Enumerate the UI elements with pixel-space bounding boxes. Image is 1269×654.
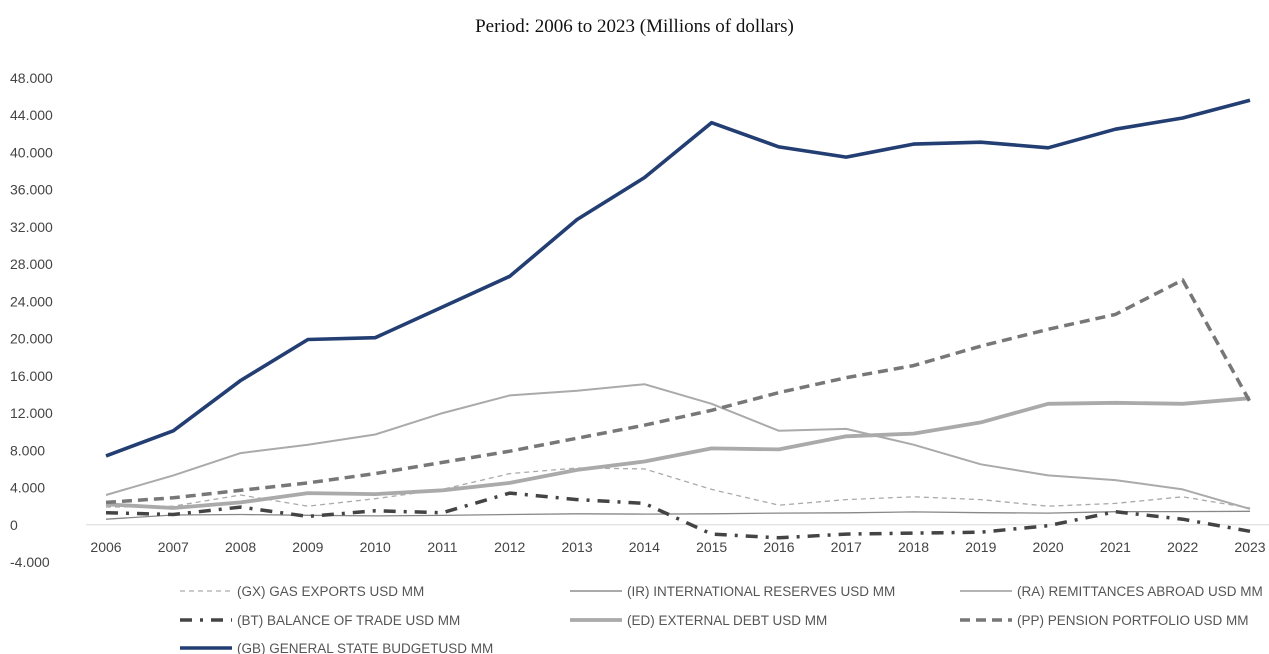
y-tick-label: 40.000 <box>10 144 53 160</box>
x-tick-label: 2013 <box>561 539 592 555</box>
y-tick-label: 36.000 <box>10 182 53 198</box>
series-line-2 <box>105 383 1251 510</box>
x-tick-label: 2019 <box>965 539 996 555</box>
y-tick-label: -4.000 <box>10 554 50 570</box>
x-tick-label: 2006 <box>90 539 121 555</box>
x-tick-label: 2010 <box>360 539 391 555</box>
x-tick-label: 2009 <box>292 539 323 555</box>
y-tick-label: 16.000 <box>10 368 53 384</box>
legend-item: (BT) BALANCE OF TRADE USD MM <box>180 613 460 628</box>
y-tick-label: 48.000 <box>10 70 53 86</box>
y-tick-label: 0 <box>10 517 18 533</box>
legend-label: (PP) PENSION PORTFOLIO USD MM <box>1017 613 1249 628</box>
legend: (GX) GAS EXPORTS USD MM (IR) INTERNATIONA… <box>180 584 1263 654</box>
x-tick-label: 2022 <box>1167 539 1198 555</box>
x-tick-label: 2015 <box>696 539 727 555</box>
series-line-5 <box>105 396 1251 510</box>
x-tick-label: 2016 <box>763 539 794 555</box>
y-tick-label: 24.000 <box>10 293 53 309</box>
x-tick-label: 2018 <box>898 539 929 555</box>
legend-item: (IR) INTERNATIONAL RESERVES USD MM <box>570 584 895 599</box>
legend-label: (GX) GAS EXPORTS USD MM <box>237 584 424 599</box>
x-tick-label: 2017 <box>831 539 862 555</box>
x-tick-label: 2008 <box>225 539 256 555</box>
series-line-1 <box>105 467 1251 509</box>
y-tick-label: 28.000 <box>10 256 53 272</box>
y-tick-label: 8.000 <box>10 442 45 458</box>
x-tick-label: 2021 <box>1100 539 1131 555</box>
series-line-4 <box>105 491 1251 540</box>
legend-label: (IR) INTERNATIONAL RESERVES USD MM <box>627 584 895 599</box>
series-layer <box>105 98 1252 540</box>
legend-label: (ED) EXTERNAL DEBT USD MM <box>627 613 827 628</box>
legend-label: (GB) GENERAL STATE BUDGETUSD MM <box>237 641 493 654</box>
y-tick-label: 44.000 <box>10 107 53 123</box>
legend-label: (BT) BALANCE OF TRADE USD MM <box>237 613 460 628</box>
legend-item: (PP) PENSION PORTFOLIO USD MM <box>960 613 1249 628</box>
y-tick-label: 4.000 <box>10 480 45 496</box>
y-tick-label: 32.000 <box>10 219 53 235</box>
legend-label: (RA) REMITTANCES ABROAD USD MM <box>1017 584 1263 599</box>
legend-item: (RA) REMITTANCES ABROAD USD MM <box>960 584 1263 599</box>
x-tick-label: 2007 <box>158 539 189 555</box>
x-tick-label: 2011 <box>427 539 457 555</box>
y-tick-label: 12.000 <box>10 405 53 421</box>
axis-layer: -4.000 0 4.000 8.000 12.000 16.000 20.000 24.00… <box>10 70 1269 570</box>
series-line-7 <box>105 98 1251 458</box>
legend-item: (GX) GAS EXPORTS USD MM <box>180 584 424 599</box>
y-tick-label: 20.000 <box>10 331 53 347</box>
x-tick-label: 2020 <box>1033 539 1064 555</box>
series-line-6 <box>105 278 1252 505</box>
x-tick-label: 2014 <box>629 539 660 555</box>
chart-title: Period: 2006 to 2023 (Millions of dollar… <box>475 16 794 37</box>
legend-item: (GB) GENERAL STATE BUDGETUSD MM <box>180 641 493 654</box>
legend-item: (ED) EXTERNAL DEBT USD MM <box>570 613 827 628</box>
x-tick-label: 2023 <box>1234 539 1265 555</box>
x-tick-label: 2012 <box>494 539 525 555</box>
